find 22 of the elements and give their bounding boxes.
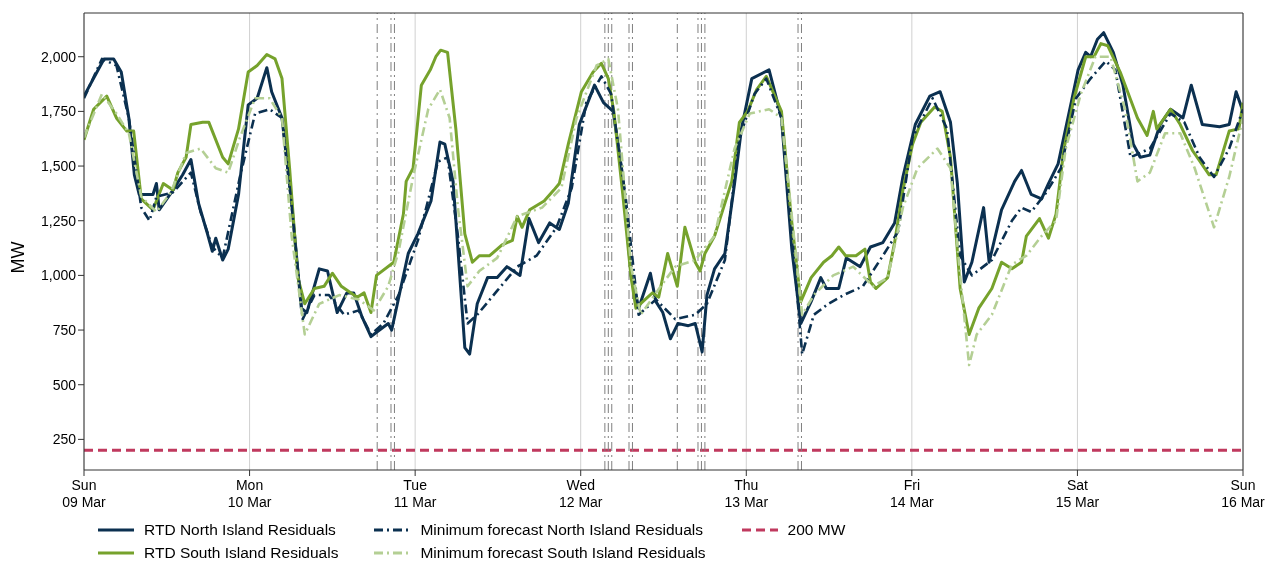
- x-tick-label: Sun 16 Mar: [1221, 477, 1266, 510]
- x-tick-label: Mon 10 Mar: [227, 477, 272, 510]
- y-tick-label: 2,000: [40, 48, 77, 65]
- legend-label: RTD South Island Residuals: [144, 543, 339, 562]
- x-tick-label: Sat 15 Mar: [1055, 477, 1100, 510]
- x-tick-label: Tue 11 Mar: [393, 477, 437, 510]
- y-tick-label: 1,500: [40, 158, 77, 175]
- y-tick-label: 1,000: [40, 267, 77, 284]
- x-tick-label: Wed 12 Mar: [558, 477, 603, 510]
- x-tick-label: Thu 13 Mar: [724, 477, 769, 510]
- y-tick-label: 1,250: [40, 212, 77, 229]
- y-tick-label: 500: [52, 376, 77, 393]
- x-tick-label: Sun 09 Mar: [62, 477, 107, 510]
- legend-label: 200 MW: [787, 520, 846, 539]
- y-tick-label: 750: [52, 322, 77, 339]
- x-tick-label: Fri 14 Mar: [890, 477, 934, 510]
- y-tick-label: 1,750: [40, 103, 77, 120]
- y-axis-title: MW: [8, 241, 29, 274]
- y-tick-label: 250: [52, 431, 77, 448]
- legend-label: RTD North Island Residuals: [144, 520, 336, 539]
- legend-label: Minimum forecast North Island Residuals: [420, 520, 703, 539]
- legend-label: Minimum forecast South Island Residuals: [420, 543, 706, 562]
